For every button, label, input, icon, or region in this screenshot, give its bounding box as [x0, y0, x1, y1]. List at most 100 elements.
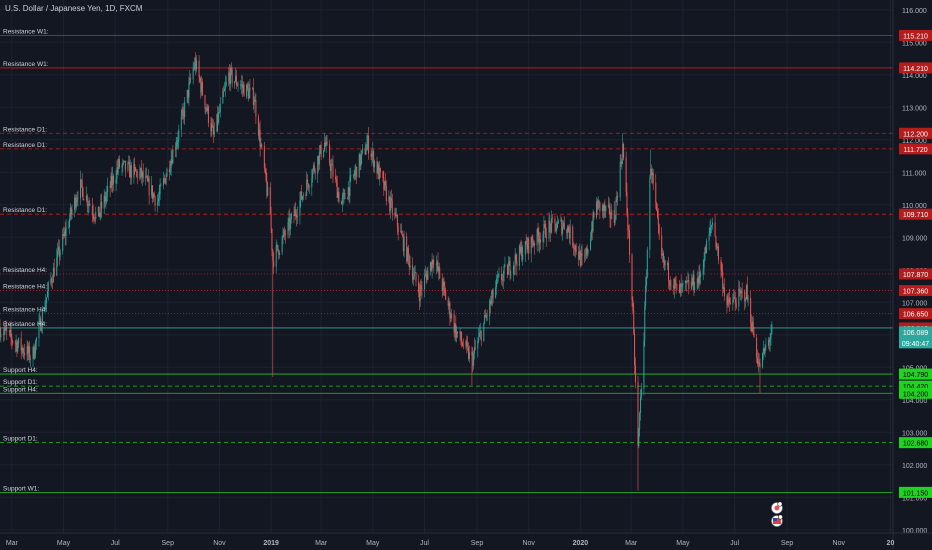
- candle-body: [638, 429, 640, 446]
- candle-body: [201, 82, 203, 93]
- candle-body: [290, 218, 292, 230]
- candle-body: [246, 84, 248, 89]
- candle-body: [210, 122, 212, 132]
- candle-body: [438, 267, 440, 271]
- candle-body: [626, 192, 628, 214]
- candle-body: [165, 176, 167, 184]
- event-markers[interactable]: [771, 501, 783, 527]
- candle-body: [536, 229, 538, 246]
- candle-body: [164, 178, 166, 184]
- candle-body: [708, 233, 710, 241]
- candle-body: [281, 237, 283, 253]
- candle-body: [756, 357, 758, 364]
- candle-body: [595, 201, 597, 218]
- candle-body: [697, 278, 699, 284]
- candle-body: [538, 235, 540, 244]
- candle-body: [80, 179, 82, 181]
- candle-body: [141, 171, 143, 178]
- candle-body: [57, 250, 59, 258]
- candle-body: [166, 168, 168, 177]
- candle-body: [323, 142, 325, 151]
- candle-body: [158, 193, 160, 199]
- candle-body: [667, 262, 669, 281]
- y-tick-label: 114.000: [902, 73, 927, 80]
- candle-body: [222, 90, 224, 104]
- candle-body: [110, 175, 112, 188]
- candle-body: [607, 204, 609, 207]
- x-tick-label: Mar: [625, 540, 638, 547]
- candle-body: [634, 365, 636, 382]
- level-price-tag: [899, 387, 932, 399]
- candle-body: [299, 200, 301, 216]
- candle-body: [661, 235, 663, 256]
- candle-body: [720, 259, 722, 270]
- candle-body: [688, 280, 690, 289]
- level-price-tag: [899, 437, 932, 449]
- candle-body: [466, 341, 468, 345]
- candle-body: [711, 225, 713, 228]
- y-tick-label: 109.000: [902, 235, 927, 242]
- candle-body: [106, 191, 108, 198]
- price-axis[interactable]: 116.000 115.000 114.000 113.000 112.000 111.0…: [892, 0, 932, 550]
- candle-body: [121, 165, 123, 168]
- candle-body: [581, 253, 583, 256]
- candle-body: [320, 145, 322, 157]
- candle-body: [568, 226, 570, 232]
- candle-body: [629, 230, 631, 255]
- candle-body: [703, 260, 705, 269]
- candle-body: [419, 285, 421, 302]
- candle-body: [479, 331, 481, 333]
- candle-body: [146, 176, 148, 182]
- candle-body: [29, 346, 31, 360]
- candle-body: [27, 346, 29, 354]
- candle-body: [687, 280, 689, 282]
- candle-body: [420, 285, 422, 288]
- candle-body: [56, 257, 58, 276]
- candle-body: [258, 129, 260, 136]
- candle-body: [235, 75, 237, 86]
- candle-body: [738, 288, 740, 307]
- candle-body: [418, 281, 420, 293]
- candle-body: [193, 67, 195, 69]
- candle-body: [634, 333, 636, 366]
- candle-body: [115, 179, 117, 184]
- candle-body: [107, 185, 109, 192]
- candle-body: [623, 143, 625, 158]
- candle-body: [412, 276, 414, 280]
- candle-body: [271, 228, 273, 250]
- candle-body: [264, 167, 266, 169]
- candle-body: [163, 178, 165, 186]
- candle-body: [601, 205, 603, 212]
- candle-body: [566, 229, 568, 234]
- candle-body: [651, 168, 653, 176]
- candle-body: [306, 179, 308, 196]
- y-tick-label: 101.000: [902, 495, 927, 502]
- candle-body: [509, 261, 511, 275]
- candle-body: [86, 195, 88, 206]
- candle-body: [762, 352, 764, 368]
- candle-body: [495, 278, 497, 288]
- candle-body: [449, 303, 451, 319]
- candle-body: [402, 235, 404, 252]
- candle-body: [740, 291, 742, 294]
- candle-body: [53, 267, 55, 276]
- candle-body: [285, 234, 287, 236]
- candle-body: [252, 87, 254, 105]
- candle-body: [371, 154, 373, 157]
- candle-body: [396, 215, 398, 216]
- candle-body: [609, 205, 611, 219]
- candle-body: [479, 332, 481, 337]
- candle-body: [174, 149, 176, 151]
- candle-body: [437, 261, 439, 271]
- candle-body: [619, 162, 621, 198]
- candle-body: [133, 164, 135, 178]
- candle-body: [457, 331, 459, 334]
- candle-body: [323, 150, 325, 157]
- time-axis[interactable]: Mar May Jul Sep Nov 2019 Mar May Jul Sep Nov 2020 Ma…: [0, 532, 932, 547]
- candle-body: [224, 84, 226, 89]
- candle-body: [187, 89, 189, 98]
- candle-body: [674, 279, 676, 284]
- candle-body: [317, 156, 319, 174]
- candle-body: [181, 110, 183, 117]
